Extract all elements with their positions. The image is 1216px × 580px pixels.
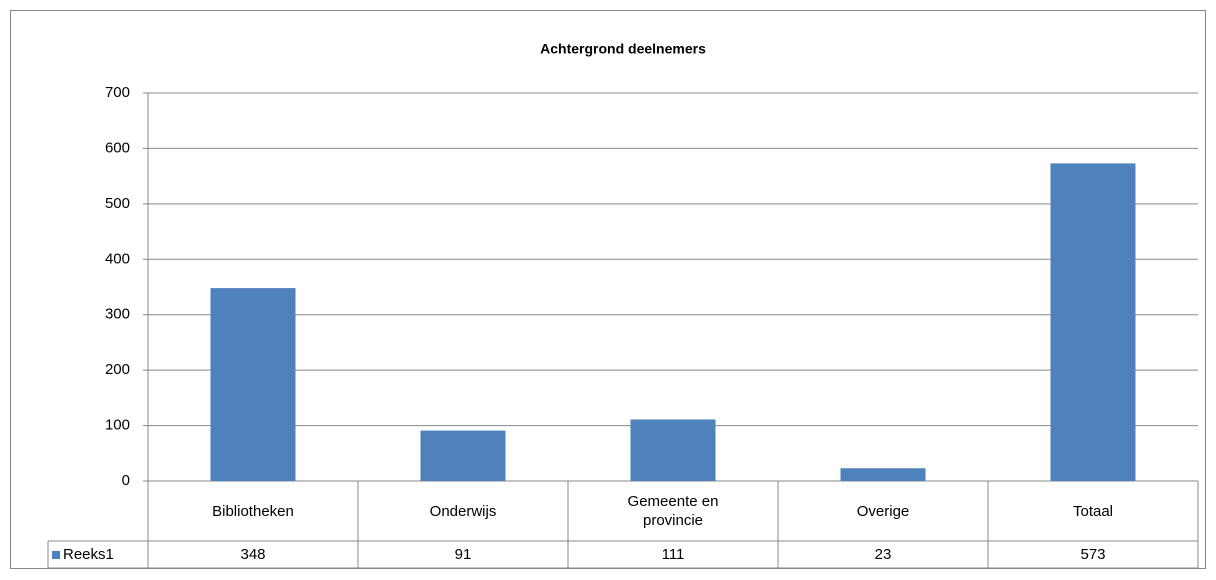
- bar: [630, 419, 716, 481]
- y-tick-label: 300: [105, 306, 130, 323]
- chart-title: Achtergrond deelnemers: [540, 41, 706, 57]
- table-value: 111: [662, 546, 685, 563]
- y-tick-label: 700: [105, 84, 130, 101]
- bar: [1050, 163, 1136, 481]
- category-label: Overige: [856, 502, 910, 520]
- table-value: 23: [875, 546, 892, 563]
- y-tick-label: 0: [122, 472, 130, 489]
- category-label: Bibliotheken: [212, 502, 294, 520]
- bar: [840, 468, 926, 481]
- chart-border: [10, 10, 1206, 569]
- category-label: Gemeente en provincie: [627, 493, 719, 529]
- y-tick-label: 100: [105, 417, 130, 434]
- table-value: 91: [455, 546, 472, 563]
- y-tick-label: 500: [105, 195, 130, 212]
- y-tick-label: 200: [105, 361, 130, 378]
- legend-label: Reeks1: [63, 546, 114, 563]
- legend-swatch: [52, 551, 60, 559]
- table-value: 348: [240, 546, 265, 563]
- category-label: Onderwijs: [429, 502, 497, 520]
- y-tick-label: 600: [105, 139, 130, 156]
- category-label: Totaal: [1072, 502, 1114, 520]
- table-value: 573: [1080, 546, 1105, 563]
- bar: [210, 288, 296, 481]
- bar: [420, 430, 506, 481]
- y-tick-label: 400: [105, 250, 130, 267]
